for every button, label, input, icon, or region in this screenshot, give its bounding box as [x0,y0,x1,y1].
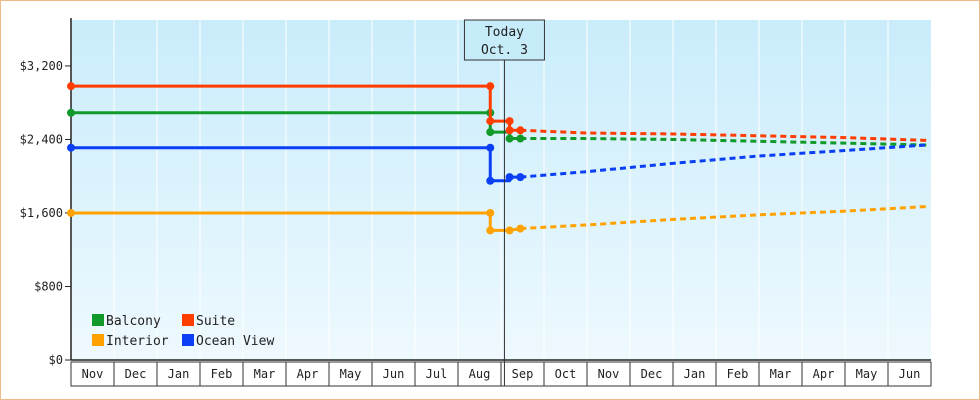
month-cell [285,361,330,387]
series-suite-point [505,126,514,135]
legend-label-ocean-view: Ocean View [196,334,274,349]
series-interior [67,205,927,235]
series-suite-point [67,82,75,91]
month-label: May [340,367,362,381]
month-label: Jun [383,367,405,381]
month-cell [543,361,588,387]
month-label: Dec [641,367,663,381]
month-cell [758,361,803,387]
month-cell [156,361,201,387]
month-label: Dec [125,367,147,381]
month-cell [414,361,459,387]
month-cell [242,361,287,387]
month-cell [715,361,760,387]
series-interior-forecast-line [520,205,927,231]
series-interior-point [486,226,495,235]
month-label: Sep [512,367,534,381]
month-cell [371,361,416,387]
series-ocean-view-forecast-line [520,143,927,179]
axes [70,18,931,361]
series-ocean-view-point [486,143,495,152]
legend-label-interior: Interior [106,334,169,349]
legend-swatch-balcony [92,314,104,326]
series-suite-point [486,82,495,91]
month-cell [199,361,244,387]
series-suite-point [505,117,514,126]
y-tick-label: $800 [34,279,63,293]
y-tick-label: $2,400 [20,132,63,146]
month-cell [457,361,502,387]
series-interior-point [486,208,495,217]
month-label: Oct [555,367,577,381]
series-suite-point [516,126,525,135]
series-ocean-view-point [516,173,525,182]
month-cell [328,361,373,387]
series-suite [67,82,927,142]
month-label: Jul [426,367,448,381]
series-ocean-view-point [486,176,495,185]
month-cell [844,361,889,387]
month-label: Jun [899,367,921,381]
series-balcony-point [516,134,525,143]
month-label: Feb [211,367,233,381]
series-lines [67,82,927,235]
month-gridlines [113,20,889,360]
series-interior-point [505,226,514,235]
month-label: Apr [297,367,319,381]
series-suite-point [486,117,495,126]
series-balcony-point [486,128,495,137]
series-balcony-forecast-line [520,137,927,147]
series-interior-point [67,208,75,217]
y-tick-label: $3,200 [20,59,63,73]
month-label: Jan [684,367,706,381]
series-balcony-point [67,108,75,117]
series-ocean-view-point [67,143,75,152]
y-tick-label: $1,600 [20,206,63,220]
today-marker: Today Oct. 3 [463,19,545,386]
month-label: Mar [770,367,792,381]
month-label: Nov [598,367,620,381]
legend-swatch-interior [92,334,104,346]
month-label: Mar [254,367,276,381]
month-cell [70,361,115,387]
month-cell [629,361,674,387]
month-cell [500,361,545,387]
series-interior-point [516,224,525,233]
legend-label-balcony: Balcony [106,314,161,329]
month-label: Nov [82,367,104,381]
y-axis-ticks: $0 $800 $1,600 $2,400 $3,200 [20,59,71,367]
today-date: Oct. 3 [481,43,528,58]
series-balcony-point [505,134,514,143]
month-label: Feb [727,367,749,381]
series-ocean-view [67,143,927,185]
today-box [463,19,545,61]
legend-swatch-ocean-view [182,334,194,346]
month-label: May [856,367,878,381]
month-label: Aug [469,367,491,381]
month-axis: Nov Dec Jan Feb Mar Apr May Jun Jul Aug Sep Oct Nov D… [70,361,932,387]
month-cell [801,361,846,387]
series-ocean-view-point [505,173,514,182]
legend: Balcony Suite Interior Ocean View [92,314,274,349]
legend-label-suite: Suite [196,314,235,329]
month-cell [672,361,717,387]
month-label: Apr [813,367,835,381]
series-suite-forecast-line [520,128,927,142]
month-cell [887,361,932,387]
legend-swatch-suite [182,314,194,326]
y-tick-label: $0 [49,353,63,367]
today-label: Today [485,25,524,40]
month-cell [113,361,158,387]
month-label: Jan [168,367,190,381]
